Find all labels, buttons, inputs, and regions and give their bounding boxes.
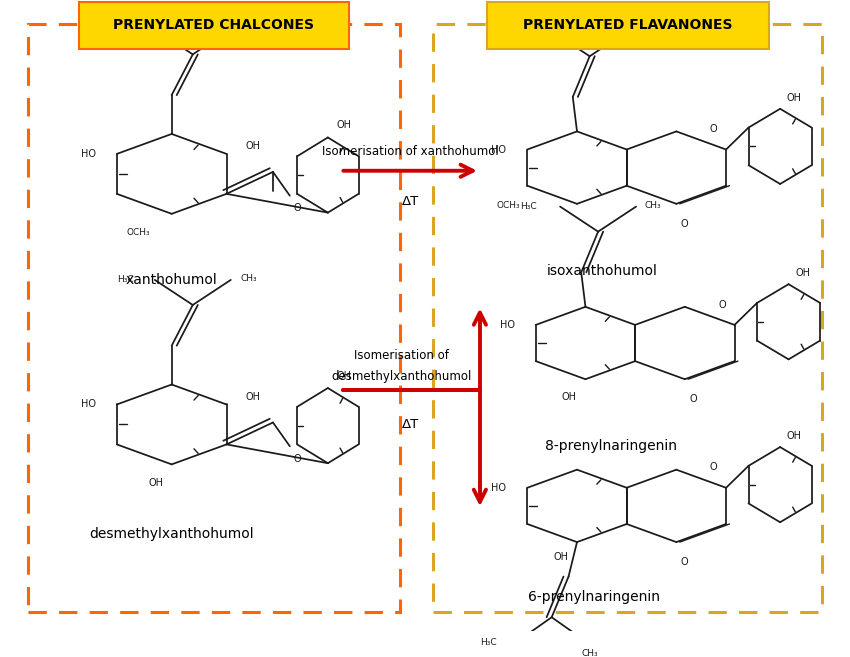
Text: HO: HO <box>491 145 506 154</box>
Text: HO: HO <box>500 320 514 330</box>
Text: 6-prenylnaringenin: 6-prenylnaringenin <box>528 590 660 604</box>
Text: OH: OH <box>562 392 577 401</box>
Text: H₃C: H₃C <box>117 25 133 34</box>
Text: H₃C: H₃C <box>480 638 496 646</box>
Text: HO: HO <box>81 399 96 409</box>
Text: H₃C: H₃C <box>512 27 528 35</box>
FancyBboxPatch shape <box>487 3 768 49</box>
Text: xanthohumol: xanthohumol <box>126 273 218 287</box>
Text: O: O <box>681 557 688 567</box>
Text: OH: OH <box>796 268 810 278</box>
Text: OH: OH <box>245 392 260 402</box>
Bar <box>434 24 822 612</box>
Text: OH: OH <box>245 141 260 151</box>
Text: O: O <box>293 454 301 464</box>
Text: H₃C: H₃C <box>520 202 536 211</box>
Text: OCH₃: OCH₃ <box>497 202 520 210</box>
Text: H₃C: H₃C <box>117 275 133 284</box>
Text: CH₃: CH₃ <box>581 648 598 657</box>
Text: OH: OH <box>148 478 163 488</box>
Text: ΔT: ΔT <box>401 194 419 208</box>
Text: HO: HO <box>81 149 96 159</box>
Text: O: O <box>293 203 301 214</box>
Text: OH: OH <box>553 552 569 562</box>
Text: OH: OH <box>337 120 351 130</box>
Text: OCH₃: OCH₃ <box>127 227 150 237</box>
Text: Isomerisation of xanthohumol: Isomerisation of xanthohumol <box>322 145 499 158</box>
Text: isoxanthohumol: isoxanthohumol <box>547 264 658 278</box>
Bar <box>28 24 399 612</box>
Text: CH₃: CH₃ <box>644 201 661 210</box>
Text: OH: OH <box>787 93 802 102</box>
FancyBboxPatch shape <box>79 3 349 49</box>
Text: O: O <box>681 219 688 229</box>
Text: desmethylxanthohumol: desmethylxanthohumol <box>332 370 472 383</box>
Text: CH₃: CH₃ <box>241 274 258 283</box>
Text: HO: HO <box>491 483 506 493</box>
Text: OH: OH <box>337 371 351 380</box>
Text: O: O <box>718 300 726 309</box>
Text: desmethylxanthohumol: desmethylxanthohumol <box>89 527 254 541</box>
Text: Isomerisation of: Isomerisation of <box>354 349 449 362</box>
Text: OH: OH <box>787 431 802 441</box>
Text: O: O <box>710 463 717 472</box>
Text: O: O <box>689 394 697 404</box>
Text: CH₃: CH₃ <box>636 26 653 34</box>
Text: ΔT: ΔT <box>401 418 419 431</box>
Text: 8-prenylnaringenin: 8-prenylnaringenin <box>545 440 677 453</box>
Text: PRENYLATED CHALCONES: PRENYLATED CHALCONES <box>113 18 314 32</box>
Text: CH₃: CH₃ <box>241 24 258 33</box>
Text: PRENYLATED FLAVANONES: PRENYLATED FLAVANONES <box>523 18 733 32</box>
Text: O: O <box>710 124 717 134</box>
